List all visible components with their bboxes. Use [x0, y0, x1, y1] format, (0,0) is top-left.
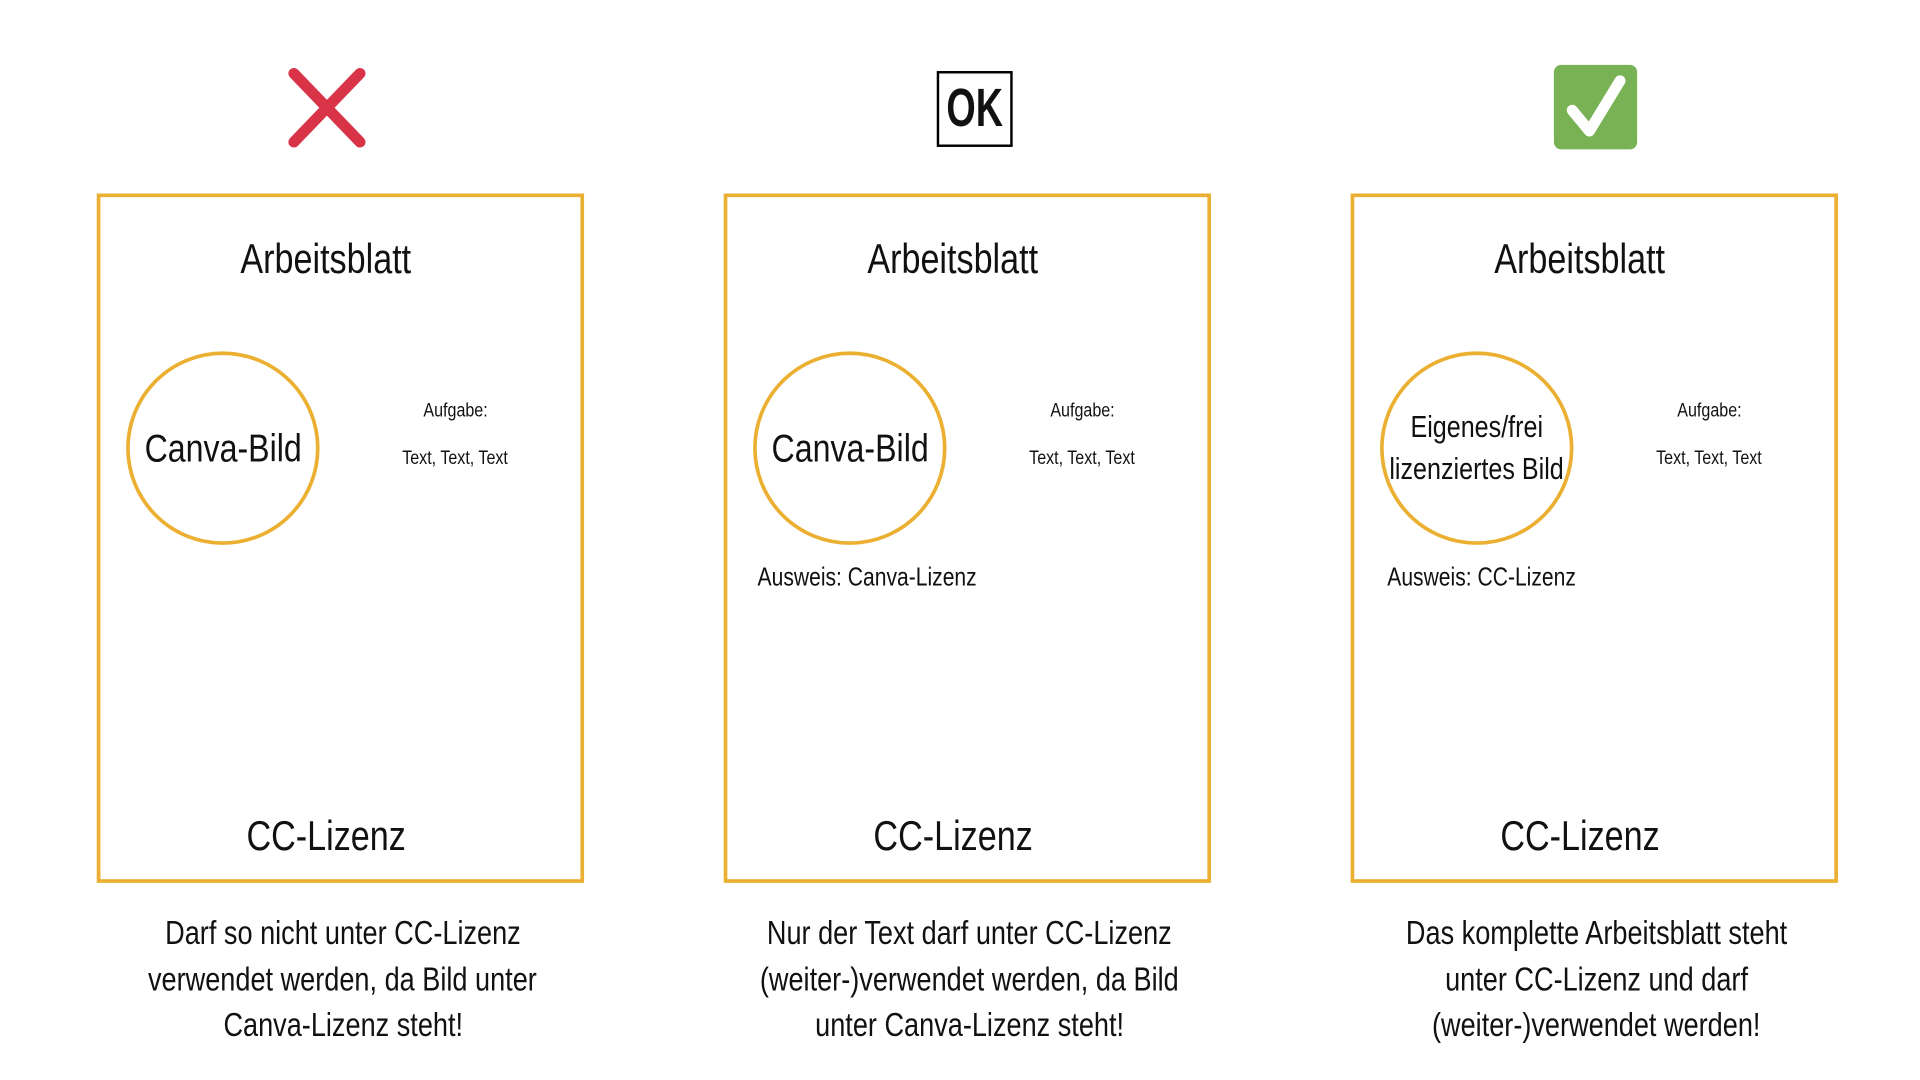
caption: Darf so nicht unter CC-Lizenz verwendet … [148, 914, 538, 1044]
green-check-icon [1553, 64, 1638, 150]
license-label: CC-Lizenz [246, 813, 406, 860]
worksheet-title: Arbeitsblatt [1494, 236, 1665, 283]
task-block: Aufgabe: Text, Text, Text [358, 400, 554, 496]
task-block: Aufgabe: Text, Text, Text [984, 400, 1180, 496]
image-placeholder: Canva-Bild [753, 351, 947, 545]
task-label: Aufgabe: [1677, 400, 1742, 422]
task-text: Text, Text, Text [1029, 448, 1136, 469]
task-text: Text, Text, Text [1656, 448, 1763, 469]
column-partially-allowed: OK Arbeitsblatt Canva-Bild Aufgabe: Text… [656, 0, 1283, 1080]
task-label: Aufgabe: [423, 400, 488, 422]
image-placeholder: Eigenes/frei lizenziertes Bild [1380, 351, 1574, 545]
task-text: Text, Text, Text [402, 448, 509, 469]
worksheet-frame [96, 193, 585, 883]
caption: Nur der Text darf unter CC-Lizenz (weite… [760, 914, 1180, 1044]
image-source: Ausweis: CC-Lizenz [1387, 563, 1576, 592]
ok-box-icon: OK [936, 71, 1013, 147]
column-allowed: Arbeitsblatt Eigenes/frei lizenziertes Bi… [1283, 0, 1910, 1080]
worksheet-title: Arbeitsblatt [240, 236, 412, 283]
column-not-allowed: Arbeitsblatt Canva-Bild Aufgabe: Text, T… [29, 0, 656, 1080]
caption: Das komplette Arbeitsblatt steht unter C… [1406, 914, 1788, 1044]
license-label: CC-Lizenz [872, 813, 1033, 860]
worksheet-frame [723, 193, 1212, 883]
task-label: Aufgabe: [1050, 400, 1115, 422]
task-block: Aufgabe: Text, Text, Text [1611, 400, 1807, 496]
image-source: Ausweis: Canva-Lizenz [757, 563, 977, 592]
image-placeholder: Canva-Bild [126, 351, 320, 545]
red-x-icon [288, 67, 366, 148]
worksheet-title: Arbeitsblatt [867, 236, 1039, 283]
worksheet-frame [1350, 193, 1838, 883]
license-label: CC-Lizenz [1499, 813, 1660, 860]
